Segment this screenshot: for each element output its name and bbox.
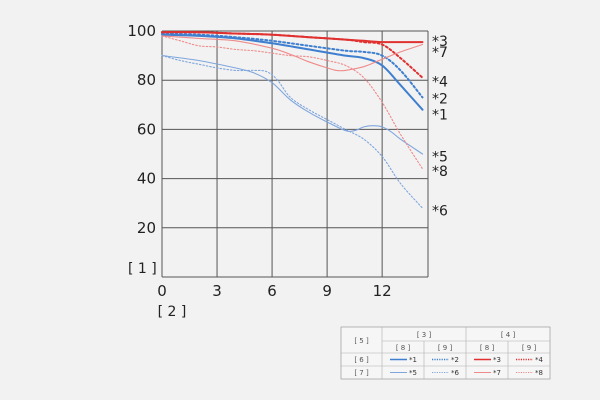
legend-row-label: [ 7 ] [354,369,369,377]
legend-group-label: [ 4 ] [501,331,516,339]
series-lines [161,31,424,209]
series-end-label: *7 [432,45,448,61]
series-end-label: *8 [432,164,448,180]
series-end-label: *6 [432,204,448,220]
series-end-label: *3 [432,34,448,50]
y-tick-label: 20 [137,219,156,237]
series-end-label: *1 [432,108,448,124]
legend-corner-label: [ 5 ] [354,337,369,345]
series-line-6 [161,55,424,209]
legend-entry-label: *7 [493,369,501,377]
series-line-2 [161,32,424,99]
x-axis-label: [ 2 ] [158,304,187,320]
series-end-labels: *3*7 *4 *2*1 *5*8 *6 [432,34,448,220]
x-tick-label: 0 [157,282,167,300]
y-tick-label: 40 [137,170,156,188]
series-end-label: *4 [432,74,448,90]
legend-subheader: [ 8 ] [396,344,411,352]
tick-labels: 0 3 6 9 12 20 40 60 80 100 [127,22,391,300]
series-end-label: *2 [432,92,448,108]
legend-entry-label: *1 [409,356,417,364]
series-line-8 [161,35,424,170]
y-tick-label: 60 [137,120,156,138]
x-tick-label: 12 [373,282,392,300]
series-line-4 [161,31,424,79]
legend-entry-label: *3 [493,356,501,364]
legend: [ 5 ] [ 3 ] [ 4 ] [ 8 ] [ 9 ] [ 8 ] [ 9 ] [ 6 ]… [340,326,551,380]
legend-entry-label: *4 [535,356,544,364]
x-tick-label: 3 [212,282,222,300]
series-line-7 [161,35,424,72]
y-tick-label: 100 [127,22,156,40]
legend-subheader: [ 8 ] [480,344,495,352]
y-tick-label: 80 [137,71,156,89]
legend-group-label: [ 3 ] [417,331,432,339]
legend-entry-label: *8 [535,369,543,377]
grid [161,30,429,278]
series-line-1 [161,33,424,111]
legend-row-label: [ 6 ] [354,356,369,364]
series-line-3 [161,31,424,44]
x-tick-label: 9 [322,282,332,300]
legend-entry-label: *5 [409,369,417,377]
legend-subheader: [ 9 ] [522,344,537,352]
legend-entry-label: *2 [451,356,459,364]
y-axis-label: [ 1 ] [128,261,157,277]
legend-subheader: [ 9 ] [438,344,453,352]
x-tick-label: 6 [267,282,277,300]
legend-entry-label: *6 [451,369,460,377]
series-end-label: *5 [432,149,448,165]
